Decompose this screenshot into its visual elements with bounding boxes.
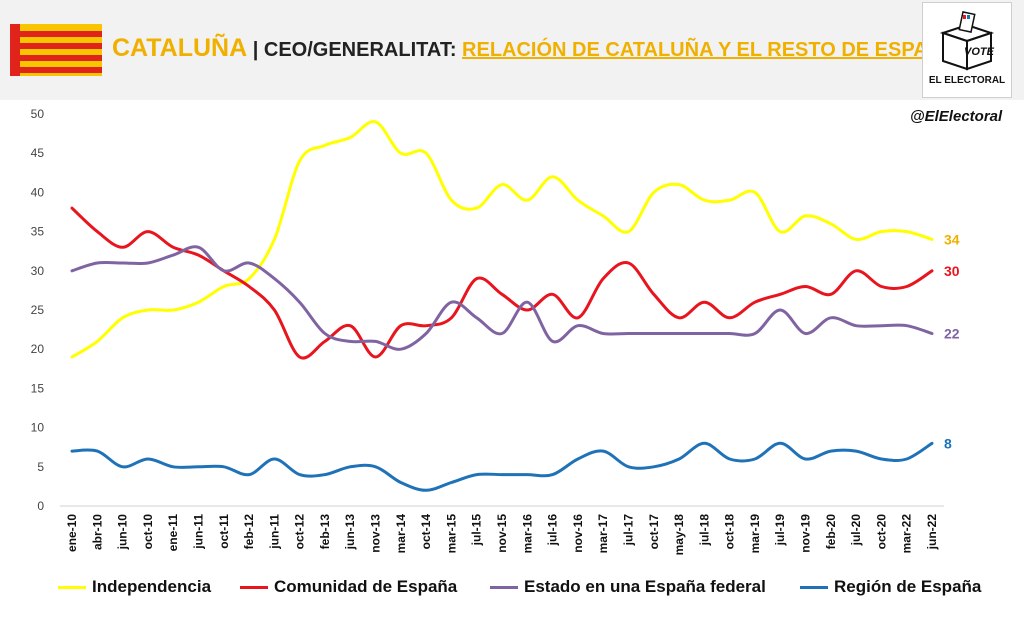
x-tick-label: oct-10 [141, 514, 155, 550]
x-tick-label: ene-11 [166, 514, 180, 552]
x-tick-label: oct-11 [217, 514, 231, 549]
twitter-handle: @ElElectoral [910, 108, 1003, 125]
y-tick-label: 5 [37, 460, 44, 474]
header-bar: CATALUÑA | CEO/GENERALITAT: RELACIÓN DE … [0, 0, 1024, 100]
x-tick-label: nov-13 [369, 514, 383, 553]
x-tick-label: feb-13 [318, 514, 332, 550]
el-electoral-logo: VOTE EL ELECTORAL [922, 2, 1012, 98]
legend-swatch-comunidad [240, 586, 268, 589]
title-region: CATALUÑA [112, 34, 248, 62]
x-tick-label: jun-11 [191, 514, 205, 550]
end-label-independencia: 34 [944, 231, 960, 247]
x-tick-label: mar-17 [596, 514, 610, 554]
x-tick-label: oct-20 [874, 514, 888, 550]
x-tick-label: nov-15 [495, 514, 509, 553]
x-tick-label: ene-10 [65, 514, 79, 552]
x-tick-label: mar-14 [394, 514, 408, 554]
x-tick-label: jul-19 [773, 514, 787, 547]
legend-swatch-region [800, 586, 828, 589]
y-tick-label: 30 [31, 264, 45, 278]
legend-swatch-federal [490, 586, 518, 589]
x-tick-label: jun-11 [267, 514, 281, 550]
ballot-box-icon: VOTE [939, 11, 995, 71]
chart-legend: Independencia Comunidad de España Estado… [0, 572, 1024, 602]
chart-title: CATALUÑA | CEO/GENERALITAT: RELACIÓN DE … [112, 34, 957, 63]
x-tick-label: abr-10 [90, 514, 104, 550]
y-tick-label: 35 [31, 225, 45, 239]
x-tick-label: jun-13 [343, 514, 357, 551]
y-tick-label: 10 [31, 421, 45, 435]
x-tick-label: mar-16 [520, 514, 534, 554]
series-line-independencia [70, 120, 934, 359]
series-line-region [70, 441, 934, 492]
y-tick-label: 15 [31, 381, 45, 395]
title-separator: | [252, 39, 259, 61]
logo-name: EL ELECTORAL [928, 75, 1006, 86]
x-tick-label: feb-12 [242, 514, 256, 550]
x-tick-label: mar-22 [900, 514, 914, 554]
title-source: CEO/GENERALITAT: [263, 39, 457, 61]
y-tick-label: 40 [31, 185, 45, 199]
x-tick-label: jun-22 [925, 514, 939, 551]
end-label-comunidad: 30 [944, 263, 960, 279]
x-tick-label: jun-10 [116, 514, 130, 551]
x-tick-label: feb-20 [824, 514, 838, 550]
series-line-federal [70, 245, 934, 351]
x-tick-label: jul-16 [546, 514, 560, 547]
line-chart: 0 5 10 15 20 25 30 35 40 45 50 ene-10 abr-10 jun-10 oc… [31, 107, 960, 556]
series-line-comunidad [70, 206, 934, 360]
x-tick-label: may-18 [672, 514, 686, 556]
y-tick-label: 0 [37, 499, 44, 513]
x-tick-label: jul-17 [621, 514, 635, 547]
title-subtitle: RELACIÓN DE CATALUÑA Y EL RESTO DE ESPAÑ… [462, 39, 957, 61]
end-label-region: 8 [944, 435, 952, 451]
x-tick-label: jul-15 [470, 514, 484, 547]
legend-label-comunidad: Comunidad de España [274, 577, 458, 596]
x-tick-label: mar-19 [748, 514, 762, 554]
x-tick-label: oct-17 [647, 514, 661, 550]
end-label-federal: 22 [944, 326, 960, 342]
y-tick-label: 25 [31, 303, 45, 317]
y-tick-label: 45 [31, 146, 45, 160]
x-tick-label: mar-15 [444, 514, 458, 554]
y-tick-label: 20 [31, 342, 45, 356]
x-tick-label: nov-16 [571, 514, 585, 553]
x-tick-label: oct-18 [723, 514, 737, 550]
legend-swatch-independencia [58, 586, 86, 589]
x-tick-label: oct-14 [419, 514, 433, 550]
x-tick-label: nov-19 [799, 514, 813, 553]
legend-label-region: Región de España [834, 577, 982, 596]
x-tick-label: jul-18 [697, 514, 711, 547]
legend-label-independencia: Independencia [92, 577, 212, 596]
x-tick-label: oct-12 [293, 514, 307, 550]
x-tick-label: jul-20 [849, 514, 863, 547]
logo-vote-text: VOTE [964, 46, 995, 58]
y-tick-label: 50 [31, 107, 45, 121]
catalonia-flag-icon [10, 24, 102, 76]
legend-label-federal: Estado en una España federal [524, 577, 766, 596]
